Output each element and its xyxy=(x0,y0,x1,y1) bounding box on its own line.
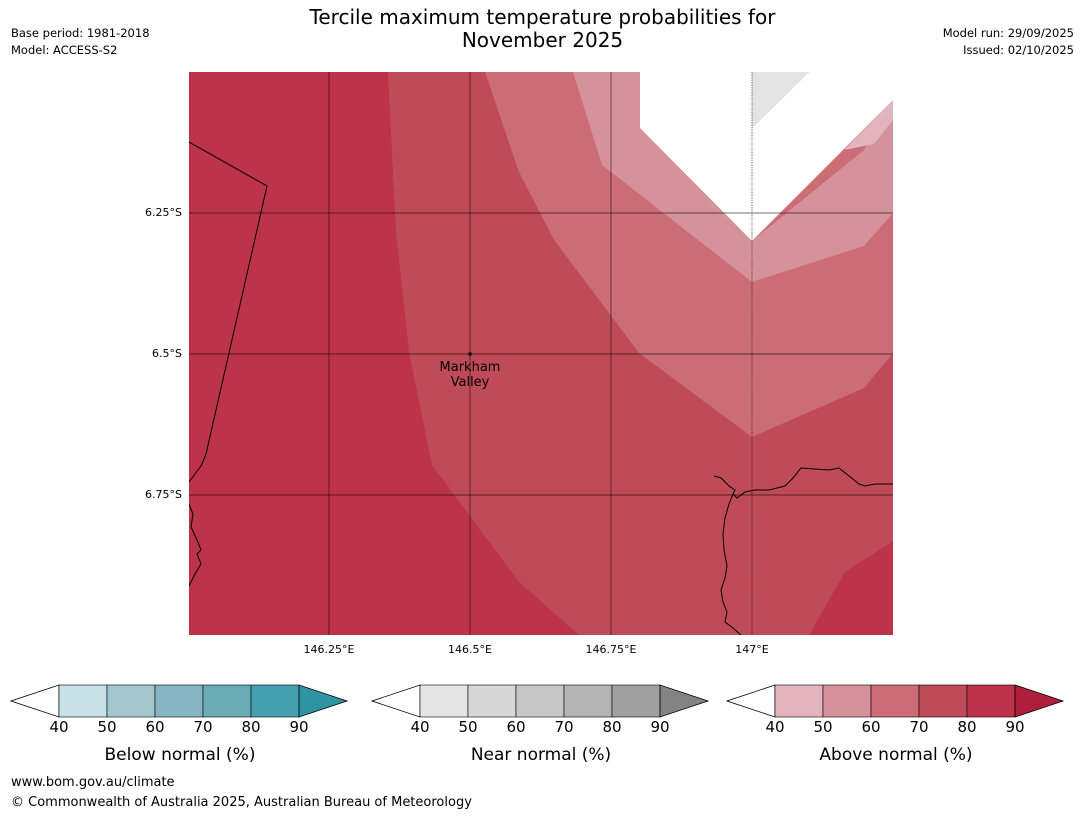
coast-peninsula xyxy=(720,493,742,635)
tick-label: 70 xyxy=(554,718,574,736)
colorbar-above-ticks: 40 50 60 70 80 90 xyxy=(726,718,1066,738)
zone-near-40-50 xyxy=(752,72,809,128)
colorbar-below-70-80 xyxy=(202,684,252,718)
coast-right xyxy=(713,467,893,499)
base-period-text: Base period: 1981-2018 xyxy=(11,26,150,40)
colorbar-below-50-60 xyxy=(106,684,156,718)
tick-label: 60 xyxy=(506,718,526,736)
markham-valley-marker xyxy=(468,352,472,356)
tick-label: 50 xyxy=(458,718,478,736)
probability-map xyxy=(189,72,893,635)
tick-label: 60 xyxy=(861,718,881,736)
legend-near-normal: 40 50 60 70 80 90 Near normal (%) xyxy=(371,684,711,765)
place-label: Markham Valley xyxy=(420,360,520,390)
colorbar-near-high-extension xyxy=(659,684,710,718)
colorbar-near-ticks: 40 50 60 70 80 90 xyxy=(371,718,711,738)
colorbar-above-low-extension xyxy=(726,684,776,718)
border-line xyxy=(189,141,268,483)
legend-above-normal: 40 50 60 70 80 90 Above normal (%) xyxy=(726,684,1066,765)
colorbar-near-60-70 xyxy=(515,684,565,718)
legend-below-title: Below normal (%) xyxy=(104,745,256,765)
tick-label: 80 xyxy=(602,718,622,736)
colorbar-above-50-60 xyxy=(822,684,872,718)
colorbar-near xyxy=(371,684,710,718)
legend-below-normal: 40 50 60 70 80 90 Below normal (%) xyxy=(10,684,350,765)
footer-copyright: © Commonwealth of Australia 2025, Austra… xyxy=(11,795,472,810)
place-label-line-2: Valley xyxy=(450,375,490,390)
graticule xyxy=(189,72,893,635)
colorbar-near-50-60 xyxy=(467,684,517,718)
map-svg xyxy=(189,72,893,635)
legend-near-title: Near normal (%) xyxy=(470,745,612,765)
footer-url: www.bom.gov.au/climate xyxy=(11,775,175,790)
title-line-2: November 2025 xyxy=(461,28,624,52)
tick-label: 40 xyxy=(49,718,69,736)
tick-label: 40 xyxy=(410,718,430,736)
colorbar-above xyxy=(726,684,1065,718)
zone-above-40-50 xyxy=(844,100,893,150)
lat-label-6-5: 6.5°S xyxy=(152,347,182,360)
colorbar-below-low-extension xyxy=(10,684,60,718)
legend-above-title: Above normal (%) xyxy=(819,745,973,765)
colorbar-below-40-50 xyxy=(58,684,108,718)
header-left-meta: Base period: 1981-2018 Model: ACCESS-S2 xyxy=(11,25,150,59)
colorbar-near-70-80 xyxy=(563,684,613,718)
model-run-text: Model run: 29/09/2025 xyxy=(942,26,1074,40)
tick-label: 60 xyxy=(145,718,165,736)
lat-label-6-75: 6.75°S xyxy=(145,488,182,501)
tick-label: 80 xyxy=(241,718,261,736)
title-line-1: Tercile maximum temperature probabilitie… xyxy=(309,5,776,29)
coast-left xyxy=(189,503,202,587)
coastline xyxy=(189,141,893,635)
tick-label: 70 xyxy=(193,718,213,736)
tick-label: 50 xyxy=(97,718,117,736)
zone-above-50-60 xyxy=(573,72,893,282)
lat-label-6-25: 6.25°S xyxy=(145,206,182,219)
tick-label: 40 xyxy=(765,718,785,736)
colorbar-below-high-extension xyxy=(298,684,349,718)
colorbar-above-70-80 xyxy=(918,684,968,718)
colorbar-below-ticks: 40 50 60 70 80 90 xyxy=(10,718,350,738)
lon-label-146-25: 146.25°E xyxy=(303,643,355,656)
zone-no-signal xyxy=(640,72,752,241)
colorbar-below-60-70 xyxy=(154,684,204,718)
chart-title: Tercile maximum temperature probabilitie… xyxy=(0,6,1085,52)
lon-label-146-75: 146.75°E xyxy=(585,643,637,656)
colorbar-above-high-extension xyxy=(1014,684,1065,718)
colorbar-above-80-90 xyxy=(966,684,1016,718)
colorbar-near-40-50 xyxy=(419,684,469,718)
lon-label-146-5: 146.5°E xyxy=(448,643,492,656)
colorbar-below xyxy=(10,684,349,718)
tick-label: 80 xyxy=(957,718,977,736)
colorbar-near-low-extension xyxy=(371,684,421,718)
header-right-meta: Model run: 29/09/2025 Issued: 02/10/2025 xyxy=(943,25,1074,59)
colorbar-near-80-90 xyxy=(611,684,661,718)
model-text: Model: ACCESS-S2 xyxy=(11,43,118,57)
colorbar-above-40-50 xyxy=(774,684,824,718)
colorbar-above-60-70 xyxy=(870,684,920,718)
place-label-line-1: Markham xyxy=(439,360,501,375)
tick-label: 50 xyxy=(813,718,833,736)
tick-label: 90 xyxy=(1005,718,1025,736)
tick-label: 70 xyxy=(909,718,929,736)
tick-label: 90 xyxy=(650,718,670,736)
issued-text: Issued: 02/10/2025 xyxy=(963,43,1074,57)
tick-label: 90 xyxy=(289,718,309,736)
colorbar-below-80-90 xyxy=(250,684,300,718)
zone-no-signal-right xyxy=(752,72,893,241)
lon-label-147: 147°E xyxy=(735,643,769,656)
